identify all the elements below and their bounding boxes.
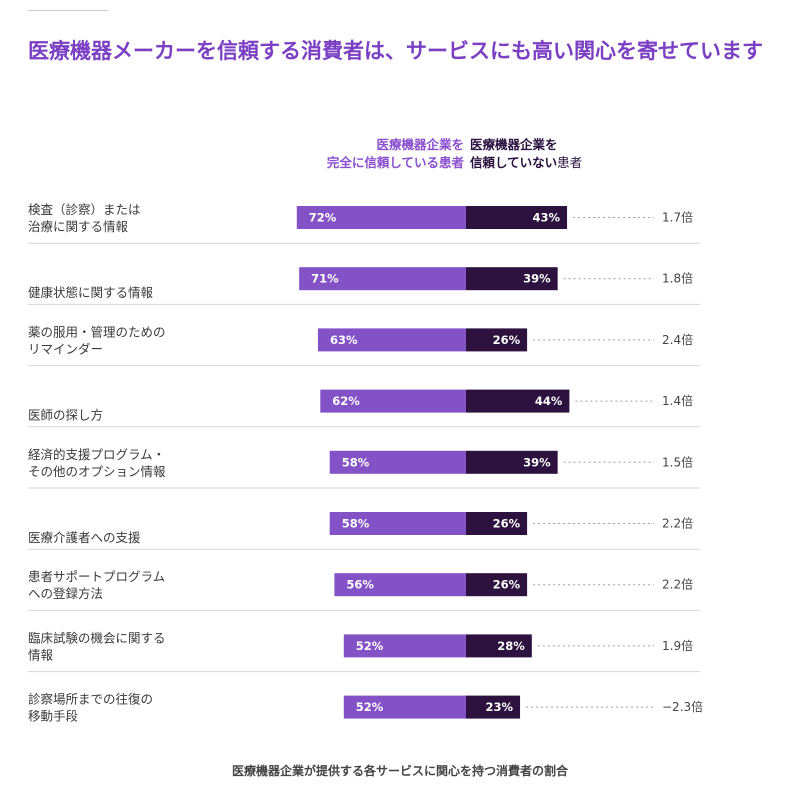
value-label-nontrusting: 43% [533, 211, 561, 225]
bar-trusting [343, 634, 466, 658]
category-label: 医療介護者への支援 [28, 530, 141, 545]
category-label: 臨床試験の機会に関する情報 [28, 630, 166, 662]
value-label-nontrusting: 44% [535, 394, 563, 408]
ratio-label: −2.3倍 [662, 699, 703, 714]
value-label-trusting: 62% [332, 394, 360, 408]
category-label: 健康状態に関する情報 [28, 285, 154, 300]
bar-trusting [296, 206, 466, 229]
value-label-nontrusting: 28% [497, 639, 525, 653]
legend-nontrusting: 医療機器企業を 信頼していない患者 [470, 136, 582, 172]
value-label-nontrusting: 39% [523, 272, 551, 286]
bar-nontrusting [466, 450, 558, 474]
chart-title: 医療機器メーカーを信頼する消費者は、サービスにも高い関心を寄せています [28, 39, 763, 63]
bar-trusting [343, 695, 466, 719]
bar-trusting [317, 328, 466, 352]
ratio-label: 2.2倍 [662, 577, 693, 592]
bar-nontrusting [466, 573, 528, 597]
category-label: 薬の服用・管理のためのリマインダー [28, 324, 166, 356]
ratio-label: 1.7倍 [662, 210, 693, 225]
x-axis-caption: 医療機器企業が提供する各サービスに関心を持つ消費者の割合 [231, 764, 568, 778]
category-label: 医師の探し方 [28, 408, 103, 423]
ratio-label: 1.9倍 [662, 638, 693, 653]
value-label-nontrusting: 26% [493, 333, 521, 347]
category-label: 経済的支援プログラム・その他のオプション情報 [28, 447, 166, 479]
value-label-nontrusting: 26% [493, 578, 521, 592]
bar-nontrusting [466, 389, 570, 413]
value-label-trusting: 56% [346, 578, 374, 592]
top-divider [28, 10, 108, 11]
category-label: 患者サポートプログラムへの登録方法 [28, 569, 165, 601]
value-label-trusting: 58% [342, 455, 370, 469]
value-label-nontrusting: 23% [486, 700, 514, 714]
bar-nontrusting [466, 206, 568, 229]
legend-trusting: 医療機器企業を 完全に信頼している患者 [327, 136, 464, 172]
legend-nontrusting-line2: 信頼していない患者 [470, 154, 582, 172]
bar-trusting [334, 573, 466, 597]
bar-trusting [329, 512, 466, 535]
ratio-label: 2.4倍 [662, 332, 693, 347]
bar-trusting [320, 389, 466, 413]
value-label-trusting: 63% [330, 333, 358, 347]
value-label-trusting: 71% [311, 272, 339, 286]
ratio-label: 1.4倍 [662, 393, 693, 408]
legend-nontrusting-line1: 医療機器企業を [470, 137, 558, 152]
bar-trusting [299, 267, 466, 291]
value-label-trusting: 58% [342, 517, 370, 531]
bar-nontrusting [466, 267, 558, 291]
value-label-trusting: 72% [309, 211, 337, 225]
value-label-nontrusting: 39% [523, 455, 551, 469]
bar-nontrusting [466, 695, 521, 719]
ratio-label: 1.8倍 [662, 271, 693, 286]
bar-trusting [329, 450, 466, 474]
value-label-nontrusting: 26% [493, 517, 521, 531]
ratio-label: 2.2倍 [662, 516, 693, 531]
ratio-label: 1.5倍 [662, 454, 693, 469]
bar-nontrusting [466, 328, 528, 352]
legend-trusting-line2: 完全に信頼している患者 [326, 155, 464, 170]
legend-nontrusting-line2a: 信頼していない [470, 155, 558, 170]
legend-nontrusting-line2b: 患者 [557, 155, 583, 170]
category-label: 診察場所までの往復の移動手段 [28, 692, 153, 724]
legend-trusting-line1: 医療機器企業を [376, 137, 464, 152]
bar-nontrusting [466, 512, 528, 535]
value-label-trusting: 52% [356, 639, 384, 653]
bar-nontrusting [466, 634, 532, 658]
category-label: 検査（診察）または治療に関する情報 [28, 202, 141, 234]
value-label-trusting: 52% [356, 700, 384, 714]
